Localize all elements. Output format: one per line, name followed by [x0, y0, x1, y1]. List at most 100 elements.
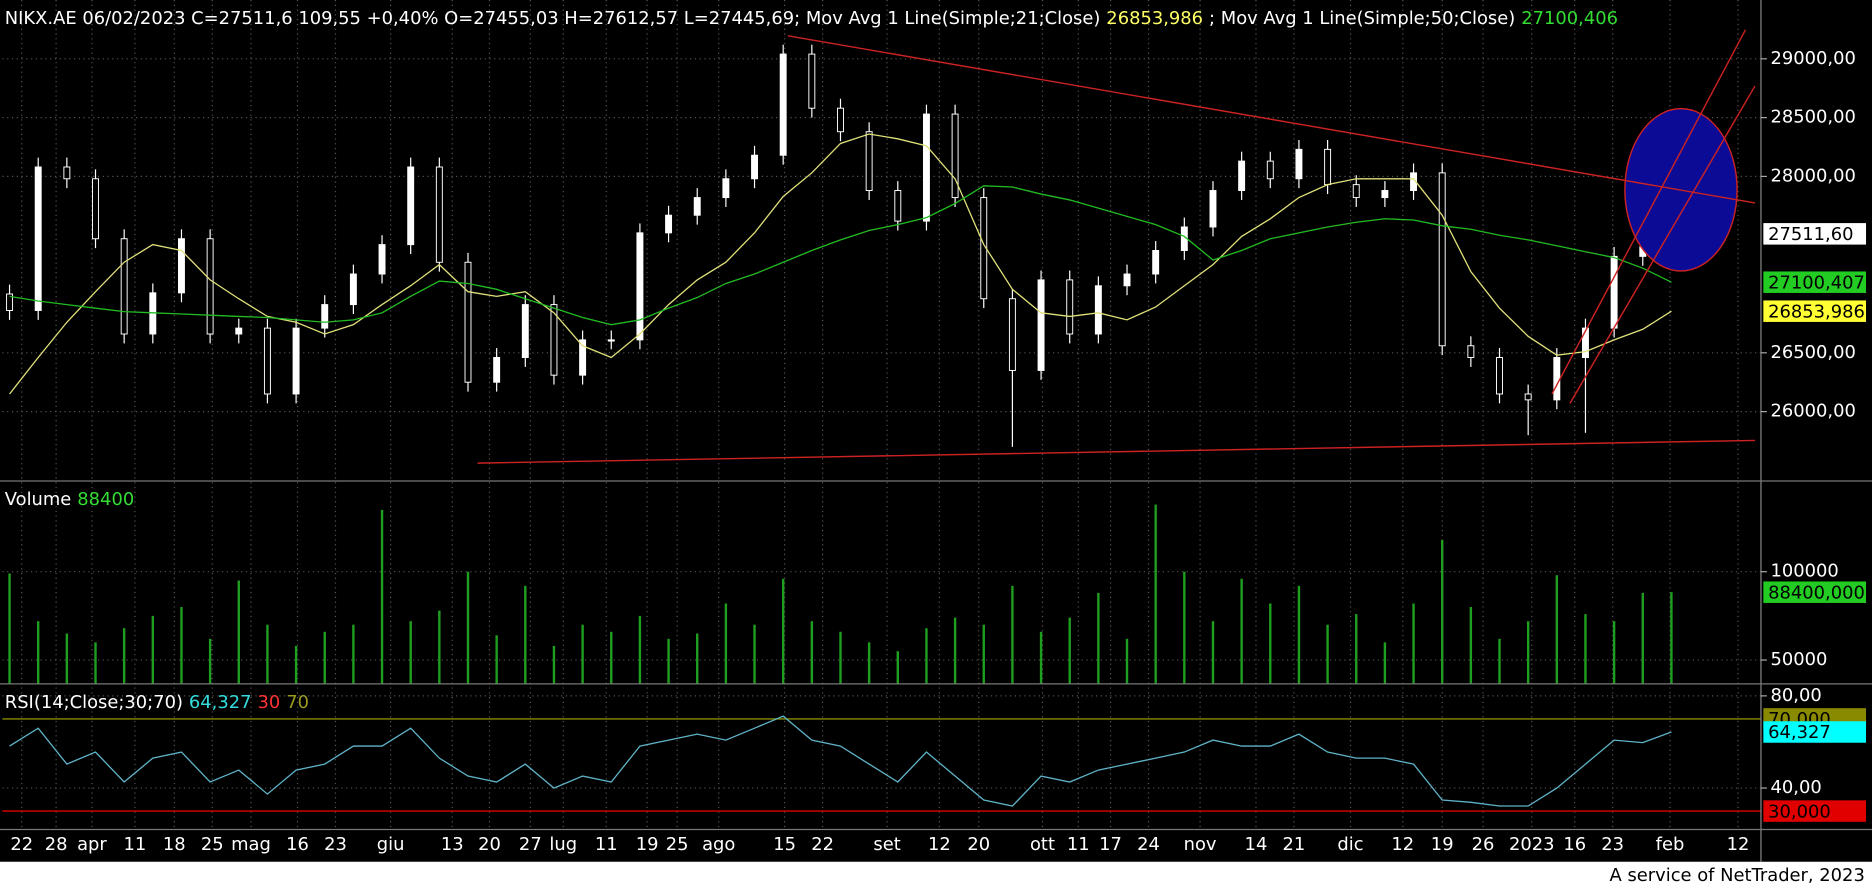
candle-body: [636, 232, 644, 341]
candle-body: [63, 166, 71, 180]
value-box: [1763, 223, 1867, 245]
header-part: NIKX.AE 06/02/2023 C=27511,6 109,55 +0,4…: [5, 8, 1101, 29]
y-tick-label: 29000,00: [1771, 48, 1856, 69]
header-part: 70: [286, 692, 309, 713]
volume-bar: [1183, 571, 1186, 684]
volume-bar: [867, 642, 871, 684]
volume-bar: [352, 624, 355, 684]
volume-bar: [1011, 585, 1014, 684]
candle-body: [1438, 172, 1446, 347]
value-box-label: 27100,407: [1768, 272, 1865, 293]
x-tick-label: 14: [1245, 834, 1268, 855]
volume-bar: [237, 580, 240, 684]
volume-bar: [380, 509, 384, 684]
candle-body: [1324, 148, 1332, 186]
value-box: [1763, 271, 1867, 293]
volume-bar: [294, 645, 298, 684]
x-tick-label: feb: [1656, 834, 1685, 855]
x-tick-label: 12: [1391, 834, 1414, 855]
candle-body: [922, 113, 930, 222]
volume-bar: [323, 631, 326, 684]
candle-body: [779, 53, 787, 156]
y-tick-label: 28500,00: [1771, 107, 1856, 128]
volume-bar: [438, 610, 441, 684]
candle-body: [1610, 255, 1618, 329]
series-line: [9, 133, 1672, 395]
x-tick-label: ott: [1030, 834, 1055, 855]
y-tick-label: 28000,00: [1771, 165, 1856, 186]
volume-bar: [151, 615, 155, 684]
series-line: [9, 185, 1672, 326]
x-tick-label: 21: [1283, 834, 1306, 855]
candle-body: [1352, 184, 1360, 199]
y-tick-label: 26000,00: [1771, 401, 1856, 422]
value-box-label: 64,327: [1768, 722, 1831, 743]
volume-bar: [1412, 603, 1415, 684]
x-tick-label: 15: [773, 834, 796, 855]
candle-body: [6, 293, 14, 311]
x-tick-label: 28: [45, 834, 68, 855]
y-tick-label: 50000: [1771, 649, 1828, 670]
candle-body: [407, 166, 415, 246]
candle-body: [1496, 357, 1503, 395]
volume-bar: [696, 633, 699, 684]
volume-bar: [1641, 592, 1644, 684]
volume-bar: [1240, 578, 1243, 684]
candle-body: [349, 273, 357, 306]
volume-bar: [94, 642, 97, 684]
x-tick-label: 11: [1067, 834, 1090, 855]
volume-bar: [1469, 607, 1473, 684]
volume-bar: [1039, 631, 1043, 684]
volume-bar: [781, 578, 785, 684]
header-part: 30: [257, 692, 280, 713]
y-tick-label: 100000: [1771, 561, 1839, 582]
series-line: [9, 715, 1672, 807]
volume-bar: [839, 631, 842, 684]
volume-bar: [1355, 614, 1358, 684]
x-tick-label: 25: [666, 834, 689, 855]
candle-body: [464, 261, 472, 383]
candle-body: [722, 178, 730, 199]
volume-bar: [1526, 621, 1530, 684]
volume-bar: [37, 621, 40, 684]
volume-bar: [581, 624, 584, 684]
value-box-label: 30,000: [1768, 801, 1831, 822]
x-tick-label: 26: [1472, 834, 1495, 855]
volume-bar: [896, 651, 899, 684]
volume-bar: [1383, 642, 1387, 684]
candle-body: [493, 357, 501, 383]
candle-body: [1008, 298, 1016, 371]
volume-bar: [1068, 617, 1071, 684]
candle-body: [235, 327, 243, 335]
y-tick-label: 80,00: [1771, 685, 1822, 706]
header-part: RSI(14;Close;30;70): [5, 692, 183, 713]
x-tick-label: 12: [928, 834, 951, 855]
x-tick-label: mag: [231, 834, 271, 855]
volume-bar: [1326, 624, 1329, 684]
candle-body: [178, 238, 185, 294]
footer-band: [0, 861, 1872, 888]
x-tick-label: 16: [1563, 834, 1586, 855]
x-tick-label: 16: [286, 834, 309, 855]
x-tick-label: apr: [77, 834, 107, 855]
channel-line: [1569, 85, 1756, 404]
candle-body: [693, 197, 701, 216]
volume-bar: [266, 624, 269, 684]
volume-bar: [810, 621, 814, 684]
volume-bar: [1269, 603, 1272, 684]
candle-body: [1094, 285, 1102, 335]
candle-body: [1037, 279, 1045, 371]
x-tick-label: nov: [1184, 834, 1217, 855]
volume-bar: [552, 645, 556, 684]
candle-body: [865, 131, 873, 191]
volume-bar: [466, 571, 470, 684]
candle-body: [550, 304, 558, 376]
candle-body: [1524, 393, 1532, 401]
volume-bar: [208, 638, 212, 684]
volume-bar: [122, 628, 126, 684]
x-tick-label: 12: [1727, 834, 1750, 855]
value-box-label: 26853,986: [1768, 301, 1865, 322]
candle-body: [1582, 327, 1589, 358]
value-box: [1763, 581, 1867, 603]
